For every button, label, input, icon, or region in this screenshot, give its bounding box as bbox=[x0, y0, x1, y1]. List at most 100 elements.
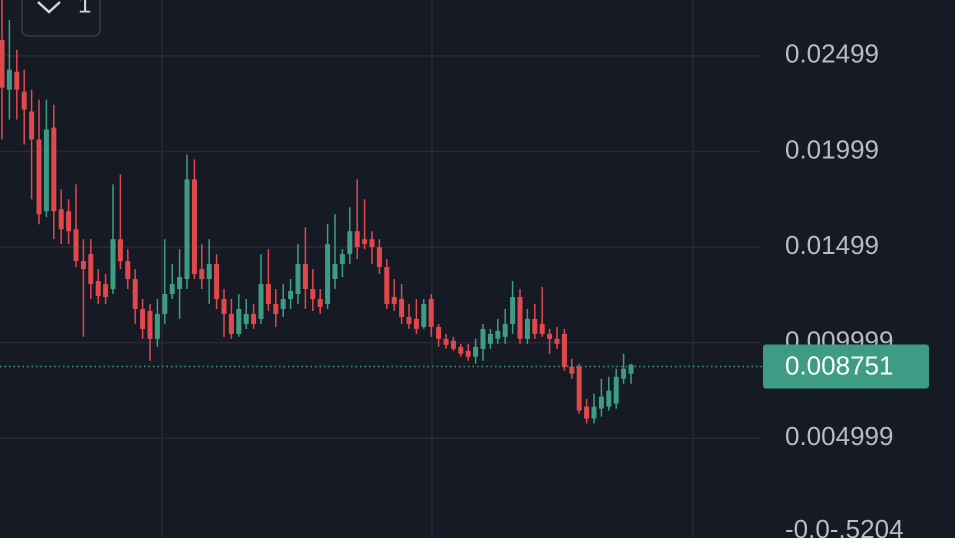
candle-body bbox=[110, 239, 116, 290]
candle-body bbox=[317, 298, 323, 307]
candle-body bbox=[376, 247, 382, 268]
candle-body bbox=[184, 179, 190, 280]
candle-body bbox=[36, 139, 42, 215]
candle-body bbox=[280, 298, 286, 309]
candle-body bbox=[191, 179, 197, 275]
y-tick-label: 0.01499 bbox=[785, 230, 879, 260]
y-tick-label: -0.0-.5204 bbox=[785, 514, 904, 538]
candle-body bbox=[569, 366, 575, 374]
candle-body bbox=[502, 323, 508, 337]
candle-body bbox=[495, 330, 501, 339]
candle-body bbox=[591, 406, 597, 419]
candle-body bbox=[310, 289, 316, 299]
candle-body bbox=[162, 293, 168, 314]
candle-body bbox=[628, 364, 634, 374]
candle-body bbox=[369, 239, 375, 248]
candle-body bbox=[458, 346, 464, 354]
candle-body bbox=[473, 346, 479, 357]
candle-body bbox=[354, 231, 360, 248]
candle-body bbox=[413, 318, 419, 329]
candle-body bbox=[243, 313, 249, 324]
candle-body bbox=[576, 366, 582, 411]
candle-body bbox=[273, 303, 279, 314]
candle-body bbox=[21, 91, 27, 110]
candle-body bbox=[436, 326, 442, 339]
candle-body bbox=[66, 211, 72, 232]
candle-body bbox=[51, 127, 57, 212]
candle-body bbox=[450, 340, 456, 349]
candle-body bbox=[251, 313, 257, 324]
candle-body bbox=[140, 308, 146, 329]
candle-body bbox=[258, 284, 264, 319]
candle-body bbox=[206, 264, 212, 280]
candle-body bbox=[561, 333, 567, 367]
candle-body bbox=[58, 209, 64, 230]
candle-body bbox=[80, 261, 86, 270]
candle-body bbox=[480, 328, 486, 349]
candle-body bbox=[532, 318, 538, 334]
interval-button[interactable]: 1 bbox=[21, 0, 101, 37]
candle-body bbox=[465, 350, 471, 357]
candle-body bbox=[214, 264, 220, 299]
candle-body bbox=[510, 296, 516, 324]
candle-body bbox=[199, 269, 205, 280]
candle-body bbox=[169, 284, 175, 294]
candle-body bbox=[347, 231, 353, 255]
candle-body bbox=[6, 69, 12, 90]
candle-body bbox=[265, 284, 271, 304]
candle-body bbox=[288, 290, 294, 299]
candle-body bbox=[228, 313, 234, 334]
candle-body bbox=[554, 338, 560, 344]
candle-body bbox=[524, 318, 530, 339]
candle-body bbox=[428, 298, 434, 327]
candle-body bbox=[539, 323, 545, 334]
candle-body bbox=[302, 264, 308, 290]
chevron-icon bbox=[37, 1, 61, 14]
candle-body bbox=[236, 308, 242, 334]
candle-body bbox=[29, 111, 35, 140]
last-price-tag bbox=[763, 344, 929, 389]
candle-body bbox=[384, 267, 390, 304]
candle-body bbox=[154, 313, 160, 339]
candle-body bbox=[103, 284, 109, 297]
candle-body bbox=[584, 406, 590, 419]
candle-body bbox=[295, 264, 301, 294]
y-tick-label: 0.01999 bbox=[785, 134, 879, 164]
candle-body bbox=[125, 261, 131, 280]
last-price-label: 0.008751 bbox=[785, 350, 893, 380]
candle-body bbox=[117, 239, 123, 262]
candle-body bbox=[147, 310, 153, 339]
candle-body bbox=[132, 279, 138, 309]
candle-body bbox=[362, 239, 368, 245]
candle-body bbox=[547, 333, 553, 339]
button-frame[interactable] bbox=[21, 0, 101, 37]
candle-body bbox=[443, 338, 449, 345]
candle-body bbox=[332, 264, 338, 280]
candle-body bbox=[73, 229, 79, 262]
candle-body bbox=[421, 303, 427, 327]
candle-body bbox=[339, 254, 345, 265]
y-axis: 0.0049990.0099990.014990.019990.02499-0.… bbox=[763, 39, 929, 538]
candle-body bbox=[621, 368, 627, 379]
button-label: 1 bbox=[78, 0, 91, 18]
candle-body bbox=[95, 281, 101, 296]
candle-body bbox=[391, 296, 397, 304]
candle-body bbox=[399, 298, 405, 317]
candle-body bbox=[14, 71, 20, 90]
candle-body bbox=[606, 390, 612, 407]
candles bbox=[0, 0, 763, 424]
candle-body bbox=[0, 39, 5, 88]
candle-body bbox=[177, 277, 183, 290]
candle-body bbox=[221, 298, 227, 314]
y-tick-label: 0.004999 bbox=[785, 421, 893, 451]
y-tick-label: 0.02499 bbox=[785, 39, 879, 69]
candle-body bbox=[517, 296, 523, 339]
candle-body bbox=[613, 376, 619, 404]
candle-body bbox=[325, 244, 331, 304]
candle-body bbox=[88, 254, 94, 285]
candle-body bbox=[487, 333, 493, 344]
candle-body bbox=[406, 316, 412, 324]
